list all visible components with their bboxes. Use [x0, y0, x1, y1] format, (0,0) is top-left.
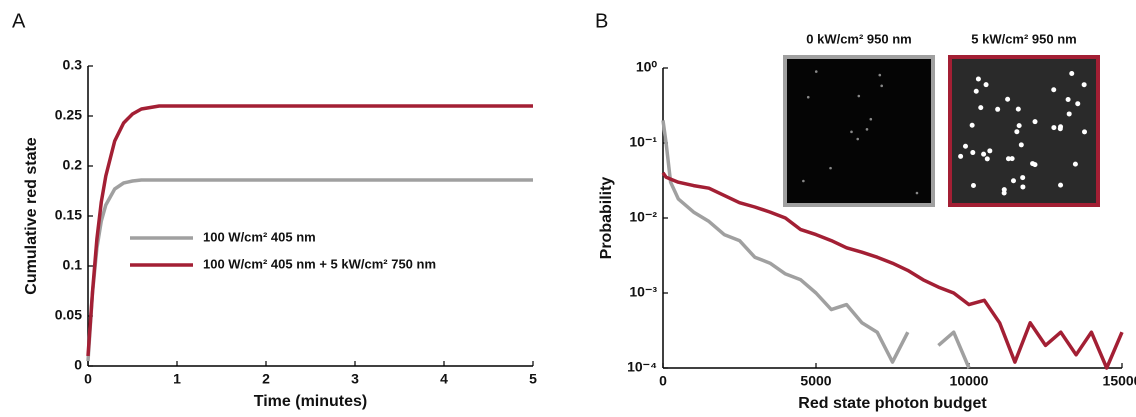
x-axis-label: Red state photon budget [798, 395, 987, 412]
inset-spot [1020, 175, 1026, 181]
inset-spot [984, 156, 990, 162]
inset-spot [865, 128, 869, 131]
inset-spot [878, 73, 882, 77]
inset-spot [1005, 96, 1011, 102]
inset-title: 0 kW/cm² 950 nm [806, 31, 912, 46]
inset-image [948, 55, 1100, 207]
inset-spot [1072, 161, 1078, 167]
x-tick-label: 15000 [1103, 373, 1136, 389]
inset-spot [958, 153, 964, 159]
y-tick-label: 10⁻² [629, 209, 657, 225]
inset-spot [1018, 142, 1024, 148]
inset-spot [850, 130, 853, 134]
series-line [661, 120, 971, 369]
y-tick-label: 10⁻³ [629, 284, 657, 300]
y-axis-label: Probability [598, 177, 615, 260]
inset-spot [1075, 101, 1081, 107]
inset-spot [1005, 156, 1011, 162]
inset-spot [1016, 123, 1022, 129]
inset-spot [981, 151, 987, 157]
inset-spot [987, 148, 993, 154]
inset-spot [1057, 126, 1063, 132]
inset-spot [857, 94, 861, 98]
inset-spot [806, 95, 810, 99]
y-tick-label: 0.3 [63, 57, 83, 73]
x-tick-label: 5 [529, 371, 537, 387]
series-line [86, 104, 533, 357]
legend-label: 100 W/cm² 405 nm + 5 kW/cm² 750 nm [203, 256, 436, 271]
inset-spot [973, 88, 979, 94]
inset-spot [962, 143, 968, 149]
y-tick-label: 0.25 [55, 107, 82, 123]
y-tick-label: 10⁻⁴ [627, 359, 657, 375]
inset-spot [1065, 96, 1071, 102]
x-tick-label: 0 [659, 373, 667, 389]
panel-label: A [12, 10, 26, 32]
x-tick-label: 0 [84, 371, 92, 387]
y-tick-label: 10⁻¹ [629, 134, 657, 150]
inset-spot [969, 122, 975, 128]
inset-spot [1032, 119, 1038, 125]
y-tick-label: 0.15 [55, 207, 82, 223]
inset-spot [1020, 184, 1026, 190]
inset-spot [970, 150, 976, 156]
inset-spot [1069, 70, 1075, 76]
series-line [661, 171, 1124, 370]
inset-spot [1081, 82, 1087, 88]
y-tick-label: 10⁰ [636, 59, 658, 75]
x-tick-label: 10000 [950, 373, 989, 389]
inset-spot [1009, 156, 1015, 162]
inset-spot [869, 117, 873, 121]
inset-spot [829, 166, 832, 170]
inset-spot [814, 70, 818, 73]
x-tick-label: 3 [351, 371, 359, 387]
inset-spot [1015, 106, 1021, 112]
inset-spot [1051, 87, 1057, 93]
inset-spot [995, 106, 1001, 112]
inset-spot [856, 137, 860, 141]
x-tick-label: 2 [262, 371, 270, 387]
x-axis-label: Time (minutes) [254, 393, 368, 410]
x-tick-label: 1 [173, 371, 181, 387]
y-tick-label: 0 [74, 357, 82, 373]
y-axis-label: Cumulative red state [23, 137, 40, 294]
x-tick-label: 5000 [800, 373, 831, 389]
inset-spot [1058, 182, 1064, 188]
inset-spot [802, 179, 805, 183]
inset-spot [915, 191, 919, 195]
inset-spot [1066, 111, 1072, 117]
inset-spot [1082, 129, 1088, 135]
x-tick-label: 4 [440, 371, 448, 387]
legend-label: 100 W/cm² 405 nm [203, 229, 316, 244]
panel-label: B [595, 10, 608, 32]
inset-title: 5 kW/cm² 950 nm [971, 31, 1077, 46]
y-tick-label: 0.1 [63, 257, 83, 273]
y-tick-label: 0.05 [55, 307, 82, 323]
inset-image [783, 55, 935, 207]
inset-spot [1051, 125, 1057, 131]
y-tick-label: 0.2 [63, 157, 83, 173]
inset-spot [970, 183, 976, 189]
inset-spot [1010, 178, 1016, 184]
inset-spot [1014, 129, 1020, 135]
inset-spot [880, 84, 883, 88]
inset-spot [1001, 190, 1007, 196]
inset-spot [1030, 161, 1036, 167]
inset-spot [975, 76, 981, 82]
inset-spot [978, 105, 984, 111]
inset-spot [983, 82, 989, 88]
